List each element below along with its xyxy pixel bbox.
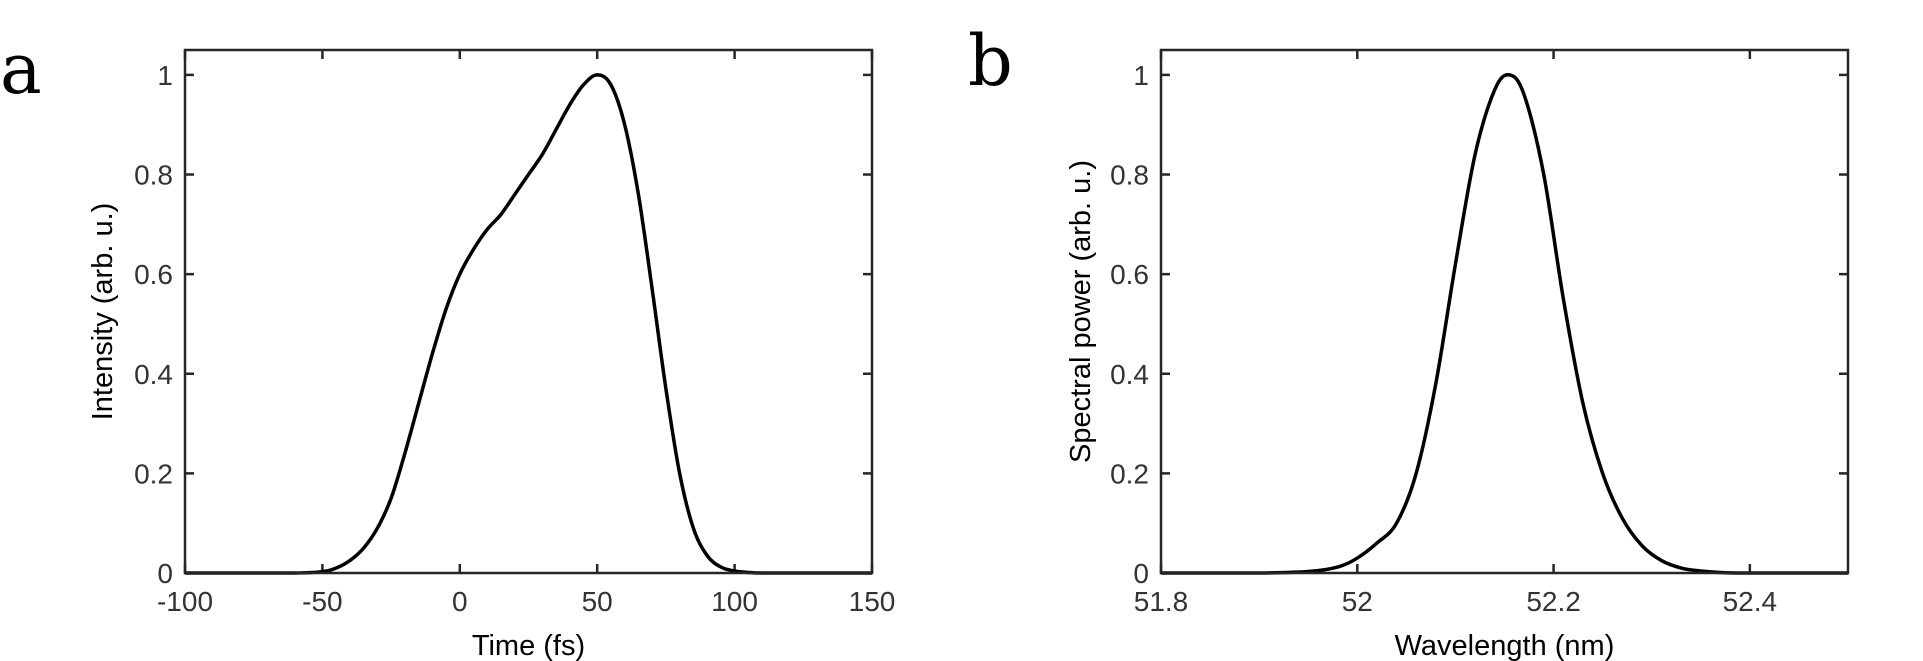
panel-a-ticks — [183, 50, 874, 575]
panel-a-x-tick-label: -100 — [157, 586, 213, 617]
panel-a-x-tick-label: 100 — [711, 586, 758, 617]
panel-a: a -100 -50 0 50 100 150 0 0.2 0.4 0.6 0.8 1 Time (f… — [0, 28, 895, 661]
panel-b-x-tick-label: 52 — [1342, 586, 1373, 617]
panel-b-tick-labels: 51.8 52 52.2 52.4 0 0.2 0.4 0.6 0.8 1 — [1110, 60, 1777, 617]
panel-b-axes-box — [1159, 48, 1850, 575]
panel-a-y-tick-label: 0 — [157, 558, 173, 589]
panel-a-y-tick-label: 1 — [157, 60, 173, 91]
panel-b-x-tick-label: 52.4 — [1723, 586, 1778, 617]
panel-b-y-tick-label: 1 — [1133, 60, 1149, 91]
panel-a-y-axis-label: Intensity (arb. u.) — [87, 203, 119, 421]
panel-b-x-tick-label: 52.2 — [1526, 586, 1581, 617]
panel-a-y-tick-label: 0.4 — [134, 359, 173, 390]
panel-b-y-tick-label: 0.2 — [1110, 458, 1149, 489]
panel-a-x-tick-label: 50 — [582, 586, 613, 617]
panel-a-letter: a — [0, 28, 42, 110]
panel-a-x-axis-label: Time (fs) — [472, 630, 585, 661]
panel-a-y-tick-label: 0.8 — [134, 160, 173, 191]
panel-a-tick-labels: -100 -50 0 50 100 150 0 0.2 0.4 0.6 0.8 1 — [134, 60, 895, 617]
panel-b-spectrum-curve — [1160, 73, 1848, 575]
panel-b-x-axis-label: Wavelength (nm) — [1395, 630, 1615, 661]
panel-a-axes-box — [183, 48, 874, 575]
panel-b-y-axis-label: Spectral power (arb. u.) — [1065, 160, 1097, 463]
panel-b-letter: b — [968, 20, 1013, 102]
panel-b-y-tick-label: 0.6 — [1110, 259, 1149, 290]
panel-b: b 51.8 52 52.2 52.4 0 0.2 0.4 0.6 0.8 1 Wavelengt… — [968, 20, 1850, 661]
panel-b-ticks — [1159, 50, 1848, 575]
panel-a-x-tick-label: 150 — [849, 586, 896, 617]
panel-a-x-tick-label: -50 — [302, 586, 342, 617]
panel-b-y-tick-label: 0 — [1133, 558, 1149, 589]
panel-b-y-tick-label: 0.4 — [1110, 359, 1149, 390]
panel-a-intensity-curve — [184, 73, 872, 575]
panel-a-y-tick-label: 0.2 — [134, 458, 173, 489]
panel-b-y-tick-label: 0.8 — [1110, 160, 1149, 191]
panel-a-y-tick-label: 0.6 — [134, 259, 173, 290]
panel-b-x-tick-label: 51.8 — [1134, 586, 1189, 617]
panel-a-x-tick-label: 0 — [452, 586, 468, 617]
